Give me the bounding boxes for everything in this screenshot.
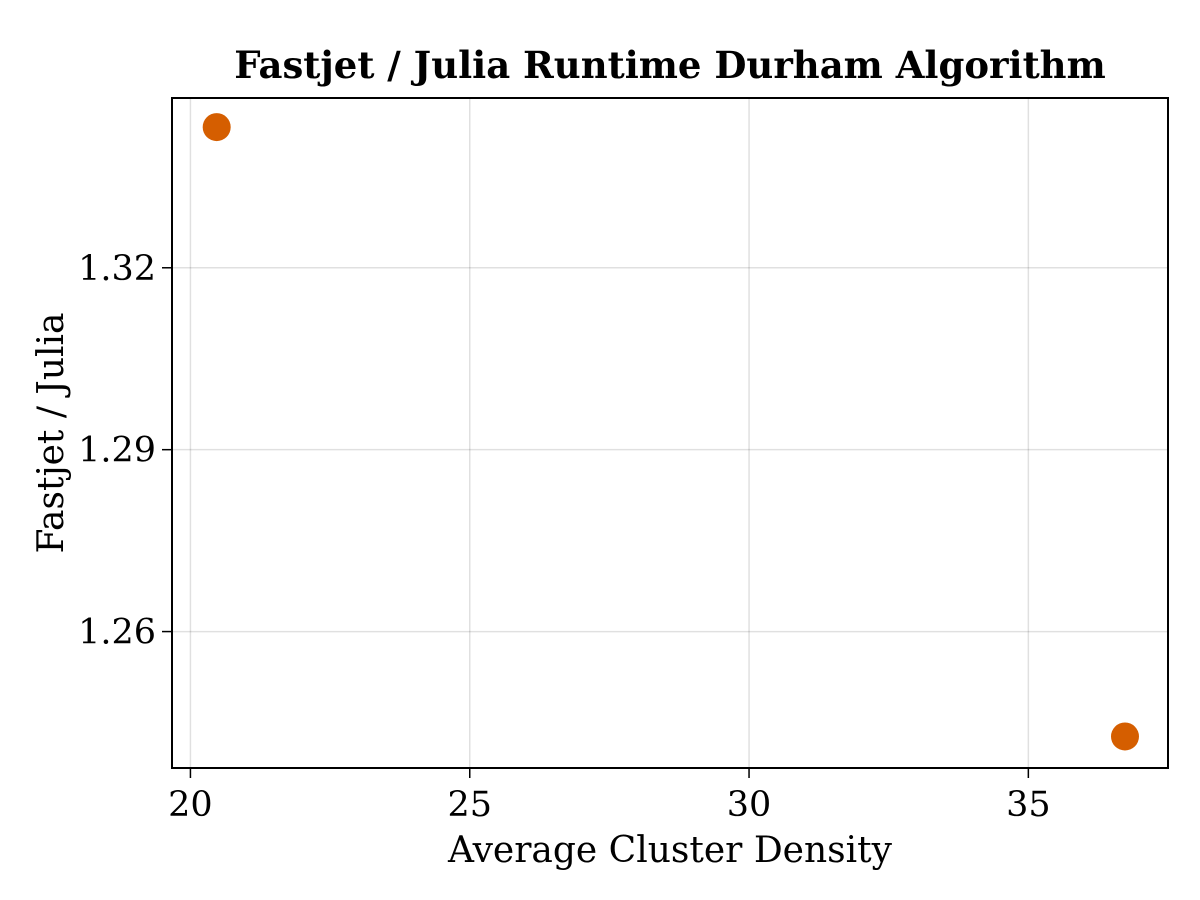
data-point (1110, 722, 1139, 751)
data-point (202, 113, 231, 142)
y-tick-label: 1.32 (78, 249, 156, 289)
x-tick-label: 25 (447, 785, 492, 825)
data-points (202, 113, 1139, 751)
x-tick-label: 35 (1006, 785, 1051, 825)
x-axis-label: Average Cluster Density (447, 830, 893, 871)
plot-frame (171, 97, 1169, 769)
x-tick-label: 30 (727, 785, 772, 825)
x-tick-label: 20 (168, 785, 213, 825)
ticks: 20 25 30 35 1.26 1.29 1.32 (78, 249, 1051, 825)
y-tick-label: 1.26 (78, 613, 156, 653)
grid (172, 98, 1168, 768)
y-tick-label: 1.29 (78, 431, 156, 471)
chart-title: Fastjet / Julia Runtime Durham Algorithm (234, 43, 1105, 87)
y-axis-label: Fastjet / Julia (31, 313, 72, 554)
